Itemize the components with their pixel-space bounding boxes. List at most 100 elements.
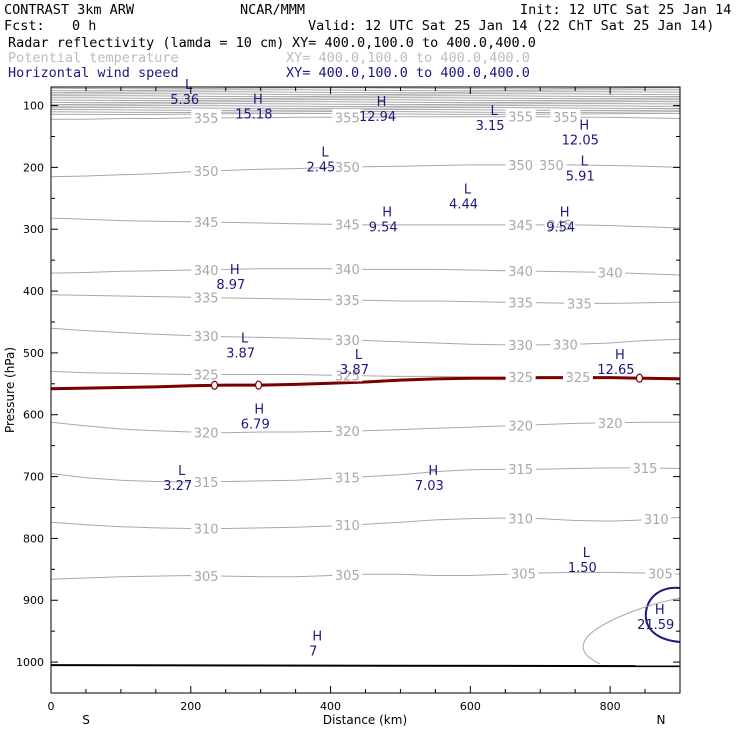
- x-tick-label: 200: [180, 700, 201, 713]
- field-1-xy: XY= 400.0,100.0 to 400.0,400.0: [292, 35, 536, 51]
- surface-boundary: [51, 664, 680, 668]
- theta-contour-305: [51, 571, 680, 580]
- theta-label-bg: [564, 295, 595, 310]
- y-axis-title: Pressure (hPa): [3, 347, 17, 433]
- x-tick-label: 600: [460, 700, 481, 713]
- theta-label: 330: [335, 334, 360, 349]
- theta-contour-345: [51, 217, 680, 229]
- theta-label: 320: [598, 417, 623, 432]
- theta-label-bg: [505, 262, 536, 277]
- wind-extremum-value: 7: [309, 644, 317, 659]
- theta-contour-350: [51, 164, 680, 178]
- wind-extremum-value: 8.97: [216, 278, 245, 293]
- theta-label: 325: [194, 369, 219, 384]
- wind-speed-contours: [582, 586, 680, 665]
- theta-label-bg: [191, 424, 222, 439]
- theta-label: 350: [194, 165, 219, 180]
- upper-isentrope: [51, 105, 680, 107]
- upper-isentrope: [51, 91, 680, 94]
- wind-extremum-letter: L: [321, 145, 329, 160]
- wind-extremum-letter: H: [615, 348, 625, 363]
- wind-extremum-value: 1.50: [568, 561, 597, 576]
- theta-label-bg: [562, 369, 593, 384]
- x-tick-label: 800: [600, 700, 621, 713]
- upper-isentrope: [51, 95, 680, 98]
- theta-label: 340: [598, 267, 623, 282]
- theta-label-bg: [641, 511, 672, 526]
- wind-extremum-letter: L: [241, 331, 249, 346]
- wind-extremum-letter: H: [579, 119, 589, 134]
- theta-label-bg: [505, 461, 536, 476]
- wind-extremum-value: 5.36: [170, 93, 199, 108]
- theta-label: 315: [508, 463, 533, 478]
- theta-label: 320: [335, 425, 360, 440]
- x-axis-left-end-label: S: [82, 713, 90, 727]
- theta-label-bg: [505, 108, 536, 123]
- header: CONTRAST 3km ARW NCAR/MMM Init: 12 UTC S…: [4, 2, 731, 81]
- wind-extremum-letter: H: [655, 603, 665, 618]
- x-axis-right-end-label: N: [657, 713, 666, 727]
- theta-label: 350: [335, 161, 360, 176]
- theta-label: 355: [508, 111, 533, 126]
- theta-label-bg: [550, 336, 581, 351]
- theta-label: 345: [194, 216, 219, 231]
- upper-isentrope: [51, 101, 680, 104]
- theta-label: 335: [567, 297, 592, 312]
- init-time: Init: 12 UTC Sat 25 Jan 14: [520, 2, 731, 18]
- wind-extremum-letter: H: [428, 464, 438, 479]
- wind-extremum-value: 7.03: [415, 479, 444, 494]
- theta-label-bg: [332, 423, 363, 438]
- theta-contour-340: [51, 268, 680, 276]
- theta-label-bg: [191, 366, 222, 381]
- wind-extremum-value: 12.94: [359, 110, 396, 125]
- wind-extremum-letter: H: [382, 205, 392, 220]
- y-tick-label: 300: [23, 223, 44, 236]
- theta-label: 305: [648, 568, 673, 583]
- theta-label-bg: [191, 109, 222, 124]
- tropopause-marker: [254, 380, 263, 390]
- y-tick-label: 400: [23, 285, 44, 298]
- theta-label-bg: [508, 565, 539, 580]
- theta-contour-310: [51, 516, 680, 529]
- theta-label: 350: [508, 159, 533, 174]
- theta-label: 310: [508, 512, 533, 527]
- wind-extremum-letter: L: [355, 348, 363, 363]
- theta-label-bg: [505, 156, 536, 171]
- upper-isentrope: [51, 103, 680, 106]
- theta-label: 320: [194, 426, 219, 441]
- wind-extremum-value: 3.15: [476, 119, 505, 134]
- theta-label-bg: [595, 264, 626, 279]
- theta-label-bg: [332, 566, 363, 581]
- wind-extremum-letter: L: [583, 546, 591, 561]
- theta-label-bg: [332, 261, 363, 276]
- theta-label-bg: [645, 565, 676, 580]
- y-tick-label: 900: [23, 594, 44, 607]
- wind-extremum-letter: L: [178, 464, 186, 479]
- field-1-name: Radar reflectivity (lamda = 10 cm): [8, 35, 284, 51]
- theta-label: 330: [194, 330, 219, 345]
- theta-contour-320: [51, 421, 680, 434]
- center-name: NCAR/MMM: [240, 2, 305, 18]
- theta-label-bg: [191, 289, 222, 304]
- theta-label-bg: [191, 261, 222, 276]
- y-axis-ticks: 100 200 300 400 500 600 700 800 900 1000: [16, 100, 680, 694]
- x-tick-label: 0: [48, 700, 55, 713]
- theta-label-bg: [332, 109, 363, 124]
- y-tick-label: 700: [23, 471, 44, 484]
- theta-label-bg: [544, 216, 575, 231]
- theta-label-bg: [332, 292, 363, 307]
- theta-label: 325: [566, 371, 591, 386]
- theta-label-bg: [505, 336, 536, 351]
- theta-contour-315: [51, 467, 680, 483]
- theta-label-bg: [332, 216, 363, 231]
- theta-label: 335: [194, 292, 219, 307]
- theta-label-bg: [595, 414, 626, 429]
- wind-extremum-value: 15.18: [235, 108, 272, 123]
- wind-extremum-value: 3.27: [163, 479, 192, 494]
- y-tick-label: 200: [23, 161, 44, 174]
- y-tick-label: 100: [23, 100, 44, 113]
- theta-label-bg: [550, 109, 581, 124]
- theta-label-bg: [191, 163, 222, 178]
- theta-label: 355: [553, 111, 578, 126]
- theta-label: 335: [335, 294, 360, 309]
